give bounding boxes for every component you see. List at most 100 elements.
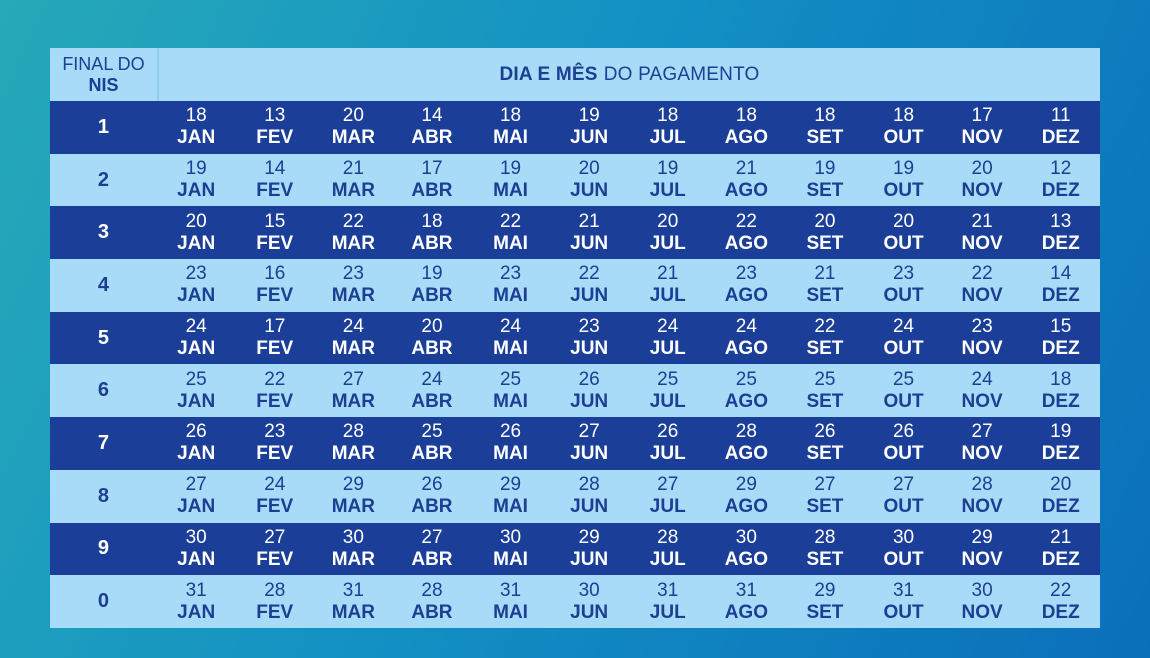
- payment-month: JUL: [649, 548, 686, 570]
- payment-date-cell: 27 SET: [786, 470, 865, 523]
- payment-date-cell: 27 MAR: [314, 364, 393, 417]
- payment-day: 25: [814, 368, 836, 390]
- nis-header-line1: FINAL DO: [62, 53, 145, 74]
- payment-day: 21: [814, 263, 836, 285]
- payment-day: 15: [1050, 316, 1072, 338]
- payment-day: 14: [1050, 263, 1072, 285]
- payment-date-cell: 28 JUN: [550, 470, 629, 523]
- payment-date-cell: 21 DEZ: [1021, 523, 1100, 576]
- payment-month: MAR: [331, 443, 375, 465]
- payment-date-cell: 27 JUN: [550, 417, 629, 470]
- payment-day: 20: [892, 210, 915, 232]
- payment-month: OUT: [883, 285, 924, 307]
- payment-month: SET: [806, 548, 844, 570]
- payment-day: 28: [735, 421, 757, 443]
- payment-month: DEZ: [1041, 285, 1080, 307]
- payment-day: 26: [499, 421, 522, 443]
- payment-day: 29: [499, 474, 522, 496]
- payment-month: ABR: [411, 390, 453, 412]
- payment-date-header: DIA E MÊS DO PAGAMENTO: [159, 48, 1100, 101]
- payment-date-cell: 27 JUL: [628, 470, 707, 523]
- payment-day: 16: [264, 263, 286, 285]
- payment-date-cell: 19 DEZ: [1021, 417, 1100, 470]
- payment-month: OUT: [883, 180, 924, 202]
- payment-date-cell: 22 NOV: [943, 259, 1022, 312]
- payment-date-cell: 27 NOV: [943, 417, 1022, 470]
- payment-month: NOV: [961, 285, 1003, 307]
- payment-date-cell: 25 JAN: [157, 364, 236, 417]
- payment-day: 27: [657, 474, 679, 496]
- payment-date-cell: 25 SET: [786, 364, 865, 417]
- payment-date-cell: 26 JAN: [157, 417, 236, 470]
- payment-day: 20: [1050, 474, 1072, 496]
- payment-day: 23: [892, 263, 915, 285]
- payment-date-cell: 24 MAR: [314, 312, 393, 365]
- payment-date-cell: 18 JUL: [628, 101, 707, 154]
- payment-month: JAN: [177, 496, 216, 518]
- payment-day: 24: [342, 316, 364, 338]
- payment-day: 31: [342, 579, 364, 601]
- payment-month: JUN: [570, 338, 609, 360]
- payment-month: JUL: [649, 601, 686, 623]
- payment-date-cell: 27 OUT: [864, 470, 943, 523]
- payment-month: JUN: [570, 127, 609, 149]
- payment-date-cell: 31 MAI: [471, 575, 550, 628]
- payment-month: JUL: [649, 390, 686, 412]
- payment-month: JAN: [177, 127, 216, 149]
- payment-date-cell: 24 FEV: [235, 470, 314, 523]
- payment-month: JAN: [177, 390, 216, 412]
- payment-month: JUN: [570, 390, 609, 412]
- payment-date-cell: 18 SET: [786, 101, 865, 154]
- payment-month: JUN: [570, 443, 609, 465]
- payment-date-cell: 25 JUL: [628, 364, 707, 417]
- payment-date-cell: 29 NOV: [943, 523, 1022, 576]
- payment-day: 22: [971, 263, 993, 285]
- payment-date-cell: 22 MAI: [471, 206, 550, 259]
- payment-date-cell: 18 ABR: [393, 206, 472, 259]
- payment-month: MAR: [331, 232, 375, 254]
- payment-day: 28: [342, 421, 364, 443]
- payment-date-cell: 20 DEZ: [1021, 470, 1100, 523]
- payment-date-cell: 21 JUN: [550, 206, 629, 259]
- payment-month: MAI: [493, 338, 528, 360]
- payment-month: DEZ: [1041, 443, 1080, 465]
- payment-day: 27: [185, 474, 207, 496]
- payment-month: JUL: [649, 496, 686, 518]
- payment-date-cell: 23 AGO: [707, 259, 786, 312]
- payment-month: DEZ: [1041, 338, 1080, 360]
- payment-month: AGO: [724, 601, 768, 623]
- payment-date-cell: 26 JUN: [550, 364, 629, 417]
- payment-day: 24: [657, 316, 679, 338]
- payment-day: 21: [735, 158, 757, 180]
- payment-month: DEZ: [1041, 601, 1080, 623]
- payment-date-cell: 31 AGO: [707, 575, 786, 628]
- payment-date-cell: 20 OUT: [864, 206, 943, 259]
- payment-date-cell: 25 MAI: [471, 364, 550, 417]
- nis-final-digit: 5: [97, 326, 109, 349]
- payment-month: MAR: [331, 180, 375, 202]
- payment-day: 20: [814, 210, 836, 232]
- payment-month: JUL: [649, 338, 686, 360]
- payment-day: 18: [735, 105, 757, 127]
- payment-month: JUL: [649, 443, 686, 465]
- payment-date-cell: 18 JAN: [157, 101, 236, 154]
- payment-month: DEZ: [1041, 232, 1080, 254]
- payment-day: 23: [499, 263, 522, 285]
- payment-date-cell: 19 JUN: [550, 101, 629, 154]
- payment-date-cell: 28 JUL: [628, 523, 707, 576]
- table-row: 3 20 JAN 15 FEV 22 MAR 18 ABR 22 MAI 21 JUN 20 JUL 22 AG…: [50, 206, 1100, 260]
- payment-date-cell: 20 ABR: [393, 312, 472, 365]
- payment-date-cell: 22 AGO: [707, 206, 786, 259]
- payment-month: DEZ: [1041, 390, 1080, 412]
- payment-month: JAN: [177, 232, 216, 254]
- payment-month: JUN: [570, 548, 609, 570]
- payment-day: 27: [578, 421, 600, 443]
- payment-month: JAN: [177, 601, 216, 623]
- payment-month: MAR: [331, 127, 375, 149]
- payment-month: DEZ: [1041, 548, 1080, 570]
- payment-date-cell: 17 FEV: [235, 312, 314, 365]
- nis-final-digit: 8: [97, 484, 109, 507]
- payment-day: 19: [185, 158, 207, 180]
- payment-month: NOV: [961, 127, 1003, 149]
- payment-day: 31: [499, 579, 522, 601]
